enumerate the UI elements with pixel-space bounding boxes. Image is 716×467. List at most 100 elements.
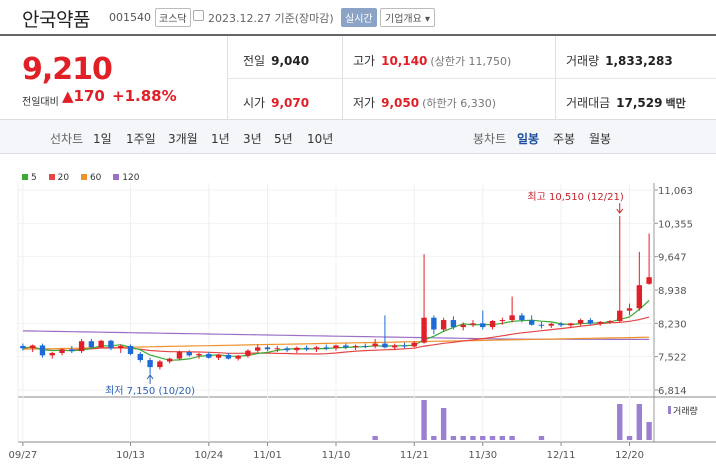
stat-sub: (상한가 11,750) bbox=[430, 55, 512, 68]
stat-value: 17,529 bbox=[616, 96, 663, 110]
candle-body bbox=[294, 347, 300, 351]
candle-body bbox=[49, 353, 55, 356]
x-tick-label: 11/30 bbox=[468, 450, 497, 461]
volume-legend-label: 거래량 bbox=[673, 405, 698, 417]
candle-option[interactable]: 주봉 bbox=[553, 132, 576, 146]
period-option[interactable]: 1년 bbox=[211, 132, 230, 146]
legend-label: 60 bbox=[89, 173, 102, 183]
candle-body bbox=[597, 321, 603, 324]
candle-chart-label: 봉차트 bbox=[473, 132, 507, 146]
candle-body bbox=[587, 320, 594, 324]
quote-date: 2023.12.27 기준(장마감) bbox=[208, 12, 334, 25]
candle-body bbox=[264, 347, 271, 350]
candle-body bbox=[225, 354, 232, 359]
period-option[interactable]: 1주일 bbox=[126, 132, 156, 146]
legend-label: 5 bbox=[31, 173, 37, 183]
low-annotation: 최저 7,150 (10/20) bbox=[105, 385, 195, 397]
candle-body bbox=[548, 323, 554, 326]
candle-body bbox=[392, 345, 398, 348]
candle-option[interactable]: 월봉 bbox=[589, 132, 612, 146]
stock-code: 001540 bbox=[109, 11, 151, 24]
stat-value: 9,070 bbox=[271, 96, 310, 110]
x-tick-label: 10/24 bbox=[194, 450, 223, 461]
period-option[interactable]: 5년 bbox=[274, 132, 293, 146]
legend-label: 20 bbox=[57, 173, 70, 183]
x-tick-label: 11/10 bbox=[322, 450, 351, 461]
candle-body bbox=[636, 285, 643, 309]
period-option[interactable]: 3년 bbox=[243, 132, 262, 146]
candle-body bbox=[450, 320, 457, 328]
candle-body bbox=[489, 320, 496, 328]
volume-legend-swatch bbox=[668, 406, 671, 414]
realtime-button[interactable]: 실시간 bbox=[341, 8, 377, 27]
candle-body bbox=[108, 340, 114, 349]
stat-label: 거래대금 bbox=[566, 96, 611, 110]
stat-unit: 백만 bbox=[665, 97, 686, 110]
stat-open: 시가 9,070 bbox=[243, 94, 309, 111]
candle-option[interactable]: 일봉 bbox=[517, 132, 540, 146]
company-overview-label: 기업개요 bbox=[385, 14, 422, 25]
candle-body bbox=[206, 353, 212, 358]
divider bbox=[227, 78, 716, 79]
candle-body bbox=[333, 345, 339, 349]
candle-body bbox=[617, 310, 623, 321]
period-option[interactable]: 1일 bbox=[93, 132, 112, 146]
candle-body bbox=[499, 320, 506, 322]
chart-period-bar: 선차트 1일 1주일 3개월 1년 3년 5년 10년 봉차트 일봉 주봉 월봉 bbox=[0, 120, 716, 154]
period-option[interactable]: 10년 bbox=[307, 132, 334, 146]
volume-bar bbox=[509, 436, 515, 440]
candle-body bbox=[607, 320, 613, 322]
candle-body bbox=[343, 345, 349, 348]
candle-body bbox=[529, 320, 535, 325]
candle-body bbox=[558, 323, 564, 326]
candle-body bbox=[460, 324, 466, 328]
stat-label: 전일 bbox=[243, 54, 266, 68]
candle-body bbox=[577, 320, 584, 324]
candle-body bbox=[78, 341, 85, 352]
volume-bar bbox=[450, 436, 457, 440]
change-label: 전일대비 bbox=[22, 97, 59, 108]
candle-body bbox=[313, 347, 320, 350]
candle-body bbox=[127, 345, 134, 354]
candle-body bbox=[118, 345, 124, 349]
company-overview-dropdown[interactable]: 기업개요 ▾ bbox=[380, 8, 436, 27]
stat-label: 저가 bbox=[353, 96, 376, 110]
quote-summary: 9,210 전일대비 ▲170 +1.88% 전일 9,040 고가 10,140(… bbox=[0, 34, 716, 120]
stat-value: 10,140 bbox=[381, 54, 428, 68]
candle-body bbox=[274, 348, 280, 350]
volume-bar bbox=[480, 436, 486, 440]
candle-body bbox=[519, 315, 525, 321]
candle-body bbox=[421, 317, 427, 343]
legend-item: 60 bbox=[80, 173, 102, 183]
candle-body bbox=[352, 345, 359, 348]
candle-body bbox=[538, 324, 545, 326]
legend-swatch bbox=[113, 174, 120, 180]
volume-bar bbox=[489, 436, 496, 440]
candle-body bbox=[470, 323, 476, 325]
change-value: ▲170 bbox=[62, 87, 105, 105]
ma60-line bbox=[22, 336, 650, 350]
volume-bar bbox=[617, 404, 623, 440]
candle-body bbox=[646, 277, 652, 284]
candle-body bbox=[382, 343, 388, 348]
candle-body bbox=[626, 308, 633, 311]
y-tick-label: 10,355 bbox=[658, 219, 693, 230]
market-badge: 코스닥 bbox=[155, 8, 191, 27]
volume-bar bbox=[470, 436, 476, 440]
volume-bar bbox=[626, 436, 633, 440]
chevron-down-icon: ▾ bbox=[425, 14, 431, 25]
candle-body bbox=[440, 320, 447, 330]
stat-low: 저가 9,050 (하한가 6,330) bbox=[353, 94, 496, 111]
candle-body bbox=[323, 347, 329, 349]
candle-body bbox=[235, 355, 241, 359]
current-price: 9,210 bbox=[22, 52, 113, 87]
x-tick-label: 12/20 bbox=[615, 450, 644, 461]
ma-legend: 5 20 60 120 bbox=[22, 173, 148, 183]
y-tick-label: 8,938 bbox=[658, 286, 687, 297]
period-option[interactable]: 3개월 bbox=[168, 132, 198, 146]
candle-body bbox=[20, 345, 26, 349]
x-tick-label: 12/11 bbox=[547, 450, 576, 461]
candle-body bbox=[401, 345, 408, 347]
candle-body bbox=[480, 323, 486, 328]
